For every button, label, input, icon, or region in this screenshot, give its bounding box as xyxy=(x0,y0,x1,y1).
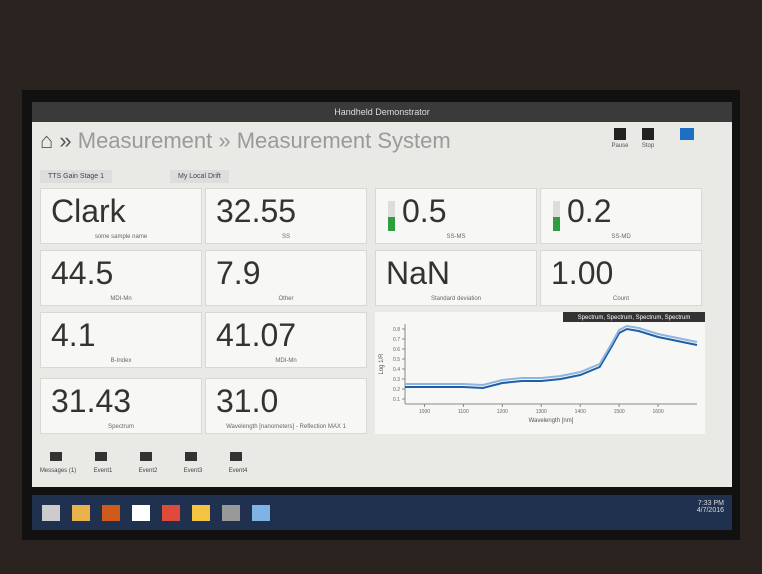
x-tick-label: 1000 xyxy=(419,409,430,415)
x-tick-label: 1400 xyxy=(575,409,586,415)
tile-value: NaN xyxy=(386,255,450,292)
page: Handheld Demonstrator ⌂ » Measurement » … xyxy=(0,0,762,574)
tile-value: 31.43 xyxy=(51,383,131,420)
tile: 7.9 Other xyxy=(205,250,367,306)
tile-label: SS-MS xyxy=(376,234,536,240)
tile: 1.00 Count xyxy=(540,250,702,306)
flag-label: Event1 xyxy=(83,468,123,474)
tile-label: Other xyxy=(206,296,366,302)
gauge-fill xyxy=(553,217,560,231)
tile-value: Clark xyxy=(51,193,126,230)
tile-value: 4.1 xyxy=(51,317,95,354)
clock: 7:33 PM 4/7/2016 xyxy=(697,500,724,514)
tile: 4.1 B-Index xyxy=(40,312,202,368)
toolbar-label: Stop xyxy=(636,143,660,149)
toolbar-label: Pause xyxy=(608,143,632,149)
tile-label: B-Index xyxy=(41,358,201,364)
tile-label: Count xyxy=(541,296,701,302)
y-tick-label: 0.8 xyxy=(393,327,400,333)
toolbar-icon[interactable] xyxy=(642,128,654,140)
flag-label: Event2 xyxy=(128,468,168,474)
breadcrumb-item[interactable]: Measurement xyxy=(78,128,213,153)
tab[interactable]: TTS Gain Stage 1 xyxy=(40,170,112,183)
flag-icon[interactable] xyxy=(140,452,152,461)
tile-value: 0.2 xyxy=(567,193,611,230)
spectrum-line xyxy=(405,329,697,388)
y-tick-label: 0.4 xyxy=(393,367,400,373)
tile: NaN Standard deviation xyxy=(375,250,537,306)
flag-label: Event3 xyxy=(173,468,213,474)
tile-value: 7.9 xyxy=(216,255,260,292)
flag-icon[interactable] xyxy=(95,452,107,461)
y-tick-label: 0.1 xyxy=(393,397,400,403)
taskbar-icon[interactable] xyxy=(162,505,180,521)
tile: 0.5 SS-MS xyxy=(375,188,537,244)
flag-icon[interactable] xyxy=(185,452,197,461)
tile: 0.2 SS-MD xyxy=(540,188,702,244)
logo xyxy=(680,128,694,140)
tab[interactable]: My Local Drift xyxy=(170,170,229,183)
tile-value: 31.0 xyxy=(216,383,278,420)
breadcrumb: ⌂ » Measurement » Measurement System xyxy=(40,128,451,154)
gauge-fill xyxy=(388,217,395,231)
tile-value: 1.00 xyxy=(551,255,613,292)
tile-value: 44.5 xyxy=(51,255,113,292)
taskbar-icon[interactable] xyxy=(102,505,120,521)
taskbar-icon[interactable] xyxy=(222,505,240,521)
toolbar-icon[interactable] xyxy=(614,128,626,140)
y-tick-label: 0.3 xyxy=(393,377,400,383)
x-tick-label: 1100 xyxy=(458,409,469,415)
tile: 44.5 MDI-Mn xyxy=(40,250,202,306)
flag-label: Messages (1) xyxy=(38,468,78,474)
tile-value: 32.55 xyxy=(216,193,296,230)
y-tick-label: 0.5 xyxy=(393,357,400,363)
tile-label: Wavelength [nanometers] - Reflection MAX… xyxy=(206,424,366,430)
tile: 41.07 MDI-Mn xyxy=(205,312,367,368)
tooltip: Spectrum, Spectrum, Spectrum, Spectrum xyxy=(578,315,691,321)
y-tick-label: 0.7 xyxy=(393,337,400,343)
tile-label: SS-MD xyxy=(541,234,701,240)
window-title: Handheld Demonstrator xyxy=(32,102,732,122)
x-tick-label: 1500 xyxy=(614,409,625,415)
x-tick-label: 1600 xyxy=(653,409,664,415)
flag-label: Event4 xyxy=(218,468,258,474)
tile-label: MDI-Mn xyxy=(206,358,366,364)
y-tick-label: 0.2 xyxy=(393,387,400,393)
y-axis-label: Log 1/R xyxy=(379,353,385,375)
tile: 31.43 Spectrum xyxy=(40,378,202,434)
x-axis-label: Wavelength [nm] xyxy=(529,418,574,424)
chart: 0.1 0.2 0.3 0.4 0.5 0.6 0.7 0.8 1000 1100 1200 1300… xyxy=(375,312,705,434)
tile: 32.55 SS xyxy=(205,188,367,244)
tile-label: Spectrum xyxy=(41,424,201,430)
time: 7:33 PM xyxy=(697,500,724,507)
tile-label: Standard deviation xyxy=(376,296,536,302)
taskbar-icon[interactable] xyxy=(72,505,90,521)
tile-value: 0.5 xyxy=(402,193,446,230)
tile: 31.0 Wavelength [nanometers] - Reflection… xyxy=(205,378,367,434)
tile-label: SS xyxy=(206,234,366,240)
breadcrumb-item[interactable]: Measurement System xyxy=(237,128,451,153)
x-tick-label: 1200 xyxy=(497,409,508,415)
taskbar-icon[interactable] xyxy=(132,505,150,521)
x-tick-label: 1300 xyxy=(536,409,547,415)
taskbar-icon[interactable] xyxy=(192,505,210,521)
taskbar-icon[interactable] xyxy=(252,505,270,521)
taskbar-icon[interactable] xyxy=(42,505,60,521)
tile-value: 41.07 xyxy=(216,317,296,354)
flag-icon[interactable] xyxy=(230,452,242,461)
tile-label: MDI-Mn xyxy=(41,296,201,302)
date: 4/7/2016 xyxy=(697,507,724,514)
flag-icon[interactable] xyxy=(50,452,62,461)
y-tick-label: 0.6 xyxy=(393,347,400,353)
tile: Clark some sample name xyxy=(40,188,202,244)
tile-label: some sample name xyxy=(41,234,201,240)
